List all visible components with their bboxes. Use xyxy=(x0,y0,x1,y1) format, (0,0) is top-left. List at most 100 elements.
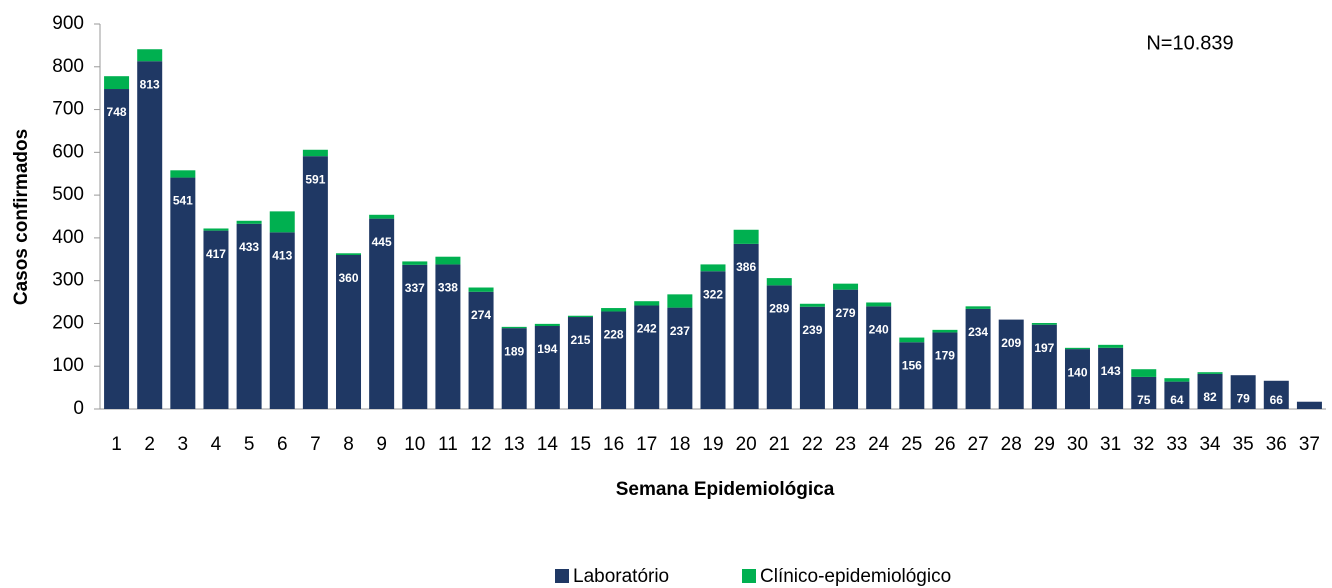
bar-segment xyxy=(1064,349,1090,409)
bar-segment xyxy=(1197,373,1223,409)
bar-segment xyxy=(203,230,229,409)
bar-segment xyxy=(733,229,759,244)
bar-segment xyxy=(336,255,362,409)
bar-segment xyxy=(369,214,395,219)
value-label: 79 xyxy=(1236,391,1250,405)
bar-segment xyxy=(932,332,958,409)
x-axis-title: Semana Epidemiológica xyxy=(616,479,835,500)
value-label: 194 xyxy=(537,342,557,356)
bar-segment xyxy=(567,317,593,409)
bar-segment xyxy=(236,223,262,409)
x-tick-label: 33 xyxy=(1166,434,1187,455)
x-tick-label: 1 xyxy=(111,434,122,455)
x-tick-label: 28 xyxy=(1001,434,1022,455)
bar-segment xyxy=(302,149,328,157)
x-tick-label: 15 xyxy=(570,434,591,455)
y-tick-label: 600 xyxy=(52,141,84,162)
value-label: 143 xyxy=(1101,364,1121,378)
bar-segment xyxy=(733,243,759,409)
x-tick-label: 31 xyxy=(1100,434,1121,455)
bar-segment xyxy=(170,177,196,409)
value-label: 433 xyxy=(239,240,259,254)
bar-segment xyxy=(700,271,726,409)
value-label: 748 xyxy=(107,105,127,119)
value-label: 279 xyxy=(836,306,856,320)
x-tick-label: 23 xyxy=(835,434,856,455)
x-tick-label: 27 xyxy=(968,434,989,455)
bar-segment xyxy=(634,305,660,409)
bar-segment xyxy=(236,220,262,224)
bar-segment xyxy=(302,156,328,409)
bar-segment xyxy=(1131,376,1157,409)
bar-segment xyxy=(634,301,660,306)
bar-segment xyxy=(336,253,362,255)
x-tick-label: 6 xyxy=(277,434,288,455)
x-tick-label: 35 xyxy=(1233,434,1254,455)
value-label: 64 xyxy=(1170,393,1184,407)
bar-segment xyxy=(1164,378,1190,382)
x-tick-label: 8 xyxy=(343,434,354,455)
bar-segment xyxy=(833,283,859,290)
bar-segment xyxy=(1164,381,1190,409)
bar-segment xyxy=(766,278,792,286)
value-label: 813 xyxy=(140,77,160,91)
bar-segment xyxy=(965,306,991,309)
x-tick-label: 37 xyxy=(1299,434,1320,455)
value-label: 591 xyxy=(305,172,325,186)
value-label: 75 xyxy=(1137,393,1151,407)
value-label: 215 xyxy=(570,333,590,347)
y-tick-label: 800 xyxy=(52,56,84,77)
bar-segment xyxy=(1031,323,1057,325)
bar-segment xyxy=(965,308,991,409)
y-tick-label: 200 xyxy=(52,312,84,333)
bar-segment xyxy=(435,264,461,409)
x-tick-label: 25 xyxy=(901,434,922,455)
legend-label: Clínico-epidemiológico xyxy=(760,566,951,587)
x-tick-label: 17 xyxy=(636,434,657,455)
bar-segment xyxy=(567,315,593,318)
bar-segment xyxy=(1263,380,1289,409)
legend-swatch xyxy=(742,569,756,583)
x-tick-label: 20 xyxy=(736,434,757,455)
value-label: 360 xyxy=(338,271,358,285)
bar-segment xyxy=(104,89,130,410)
value-label: 386 xyxy=(736,260,756,274)
value-label: 156 xyxy=(902,358,922,372)
bar-segment xyxy=(269,232,295,409)
x-tick-label: 30 xyxy=(1067,434,1088,455)
bar-segment xyxy=(601,311,627,409)
bar-segment xyxy=(1131,369,1157,377)
value-label: 209 xyxy=(1001,336,1021,350)
value-label: 237 xyxy=(670,324,690,338)
x-tick-label: 34 xyxy=(1199,434,1221,455)
y-tick-label: 100 xyxy=(52,355,84,376)
x-tick-label: 26 xyxy=(934,434,955,455)
bar-segment xyxy=(501,326,527,329)
value-label: 189 xyxy=(504,344,524,358)
bar-segment xyxy=(402,261,428,265)
y-tick-label: 400 xyxy=(52,227,84,248)
x-tick-label: 3 xyxy=(178,434,189,455)
y-tick-label: 900 xyxy=(52,13,84,34)
bar-segment xyxy=(203,228,229,231)
bar-segment xyxy=(833,289,859,409)
bar-segment xyxy=(1296,401,1322,409)
y-tick-label: 500 xyxy=(52,184,84,205)
y-tick-label: 700 xyxy=(52,99,84,120)
value-label: 179 xyxy=(935,349,955,363)
x-tick-label: 14 xyxy=(537,434,559,455)
bar-segment xyxy=(534,323,560,327)
value-label: 417 xyxy=(206,247,226,261)
bar-segment xyxy=(899,337,925,343)
y-tick-label: 0 xyxy=(73,398,84,419)
bar-segment xyxy=(766,285,792,409)
value-label: 66 xyxy=(1270,393,1284,407)
bar-segment xyxy=(501,328,527,409)
x-tick-label: 10 xyxy=(404,434,425,455)
bar-segment xyxy=(866,302,892,307)
bar-segment xyxy=(932,329,958,333)
value-label: 197 xyxy=(1034,341,1054,355)
value-label: 234 xyxy=(968,325,988,339)
x-tick-label: 36 xyxy=(1266,434,1287,455)
